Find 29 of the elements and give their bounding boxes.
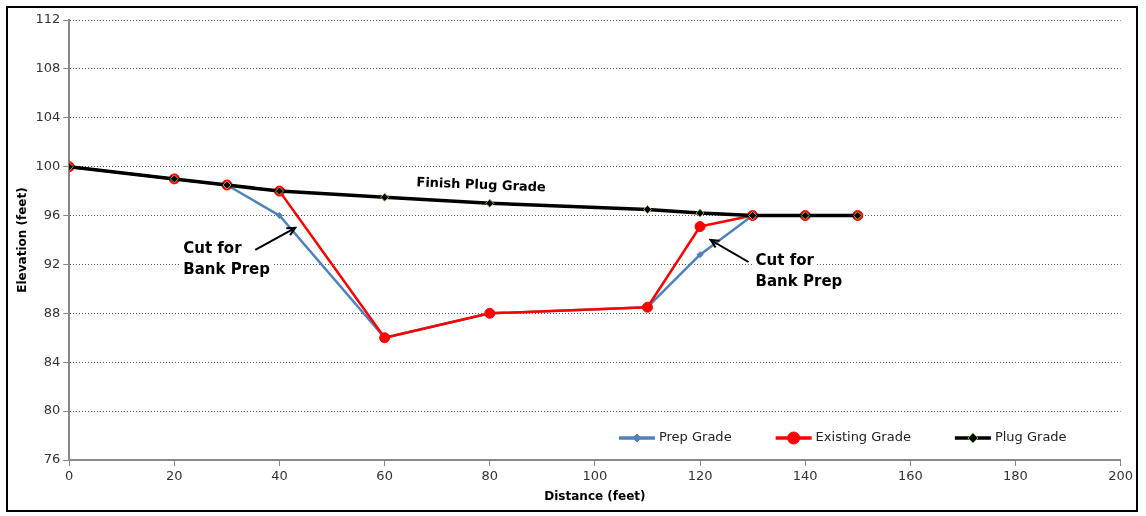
y-tick-label: 108: [35, 60, 61, 76]
x-tick-label: 0: [65, 468, 74, 484]
y-tick-label: 96: [43, 206, 61, 222]
legend-label: Prep Grade: [658, 429, 732, 445]
y-axis-title: Elevation (feet): [15, 187, 30, 293]
x-tick-label: 60: [376, 468, 393, 484]
x-tick-label: 100: [582, 468, 608, 484]
y-tick-label: 84: [43, 353, 61, 369]
annotation: Cut for Bank Prep: [183, 239, 271, 279]
y-tick-label: 104: [35, 109, 61, 125]
x-tick-label: 140: [792, 468, 818, 484]
x-tick-label: 160: [897, 468, 923, 484]
x-tick-label: 200: [1108, 468, 1134, 484]
annotation: Finish Plug Grade: [416, 174, 547, 195]
y-tick-label: 100: [35, 158, 61, 174]
x-axis-title: Distance (feet): [544, 488, 646, 503]
y-tick-label: 92: [43, 255, 61, 271]
x-tick-label: 120: [687, 468, 713, 484]
legend-label: Plug Grade: [994, 429, 1067, 445]
x-tick-label: 20: [166, 468, 183, 484]
y-tick-label: 88: [43, 304, 61, 320]
x-tick-label: 40: [271, 468, 288, 484]
x-tick-label: 80: [481, 468, 499, 484]
y-tick-label: 80: [43, 402, 61, 418]
annotation: Cut for Bank Prep: [755, 251, 843, 291]
x-tick-label: 180: [1003, 468, 1028, 484]
y-tick-label: 76: [43, 451, 61, 467]
legend-label: Existing Grade: [815, 429, 911, 445]
y-tick-label: 112: [35, 11, 61, 27]
